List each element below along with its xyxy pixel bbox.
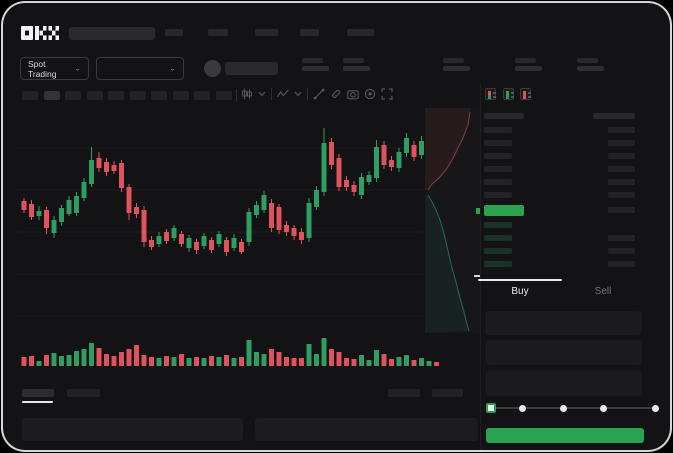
chevron-down-icon: ⌄ [169,64,176,73]
bottom-tab-underline [22,401,53,403]
trendline-icon[interactable] [313,88,325,100]
timeframe-button[interactable] [151,91,167,100]
orders-panel-placeholder [22,418,243,441]
order-input-field[interactable] [485,340,642,365]
timeframe-button[interactable] [86,91,103,100]
timeframe-button[interactable] [65,91,81,100]
nav-item[interactable] [208,29,228,36]
stat-value [343,66,370,71]
nav-item[interactable] [165,29,183,36]
ask-price-bar [484,179,512,185]
bid-price-bar [484,261,512,267]
ask-amount-bar [608,140,635,146]
book-bids-icon[interactable] [503,88,514,100]
slider-stop[interactable] [651,404,659,412]
ask-amount-bar [608,153,635,159]
pair-selector-dropdown[interactable]: ⌄ [96,57,184,80]
app-window: Spot Trading ⌄ ⌄ [3,3,670,450]
indicators-icon[interactable] [277,88,289,100]
market-type-dropdown[interactable]: Spot Trading ⌄ [20,57,89,80]
orderbook-col-header-price [484,113,524,119]
buy-tab-indicator [478,279,562,281]
fullscreen-icon[interactable] [381,88,393,100]
timeframe-button[interactable] [108,91,124,100]
tab-sell[interactable]: Sell [594,286,612,297]
ask-price-bar [484,192,512,198]
okx-logo[interactable] [21,26,59,45]
ask-amount-bar [608,127,635,133]
toolbar-divider [271,88,272,100]
bottom-tab[interactable] [67,389,100,397]
bid-price-bar [484,235,512,241]
stat-label [343,58,364,63]
nav-item[interactable] [300,29,319,36]
stat-value [515,66,542,71]
pair-name-placeholder [225,62,278,75]
stat-label [443,58,464,63]
timeframe-button[interactable] [172,91,189,100]
timeframe-button[interactable] [215,91,232,100]
camera-icon[interactable] [347,88,359,100]
panel-divider [480,83,481,450]
order-input-field[interactable] [485,370,642,396]
timeframe-button[interactable] [22,91,38,100]
buy-button[interactable] [486,428,644,443]
ask-amount-bar [608,179,635,185]
timeframe-button[interactable] [43,91,60,100]
orders-panel-placeholder [255,418,478,441]
book-both-icon[interactable] [485,88,496,100]
stat-value [443,66,470,71]
timeframe-button[interactable] [129,91,146,100]
stat-label [302,58,323,63]
toolbar-divider [307,88,308,100]
slider-handle[interactable] [486,403,496,413]
stat-label [577,58,598,63]
ask-amount-bar [608,192,635,198]
depth-chart[interactable] [425,108,480,333]
bid-amount-bar [608,248,635,254]
bottom-action[interactable] [432,389,463,397]
okx-logo-icon [21,26,59,40]
tab-buy[interactable]: Buy [511,286,529,297]
ask-price-bar [484,166,512,172]
stat-label [515,58,536,63]
ask-price-bar [484,153,512,159]
slider-stop[interactable] [518,404,526,412]
bid-price-bar [484,248,512,254]
nav-item[interactable] [347,29,374,36]
order-input-field[interactable] [485,311,642,335]
candlestick-chart[interactable] [3,108,483,373]
brush-icon[interactable] [330,88,342,100]
timeframe-button[interactable] [194,91,210,100]
ask-price-bar [484,140,512,146]
search-input[interactable] [69,27,155,40]
bottom-action[interactable] [388,389,420,397]
chevron-down-icon[interactable] [294,91,302,97]
target-icon[interactable] [364,88,376,100]
slider-stop[interactable] [559,404,567,412]
coin-avatar [204,60,221,77]
slider-stop[interactable] [599,404,607,412]
stat-value [577,66,604,71]
bid-price-bar [484,222,512,228]
nav-item[interactable] [255,29,278,36]
bottom-tab-active[interactable] [22,389,54,397]
orderbook-col-header-amount [593,113,635,119]
chart-tools [241,88,393,100]
ask-amount-bar [608,166,635,172]
bid-amount-bar [608,261,635,267]
orderbook-amount-bar [608,207,635,213]
book-asks-icon[interactable] [520,88,531,100]
ask-price-bar [484,127,512,133]
toolbar-divider [236,89,237,101]
chevron-down-icon[interactable] [258,91,266,97]
last-price-highlight[interactable] [484,205,524,216]
market-type-label: Spot Trading [28,58,57,79]
chevron-down-icon: ⌄ [74,64,81,73]
slider-track[interactable] [491,407,655,409]
candles-icon[interactable] [241,88,253,100]
bid-amount-bar [608,235,635,241]
stat-value [302,66,329,71]
